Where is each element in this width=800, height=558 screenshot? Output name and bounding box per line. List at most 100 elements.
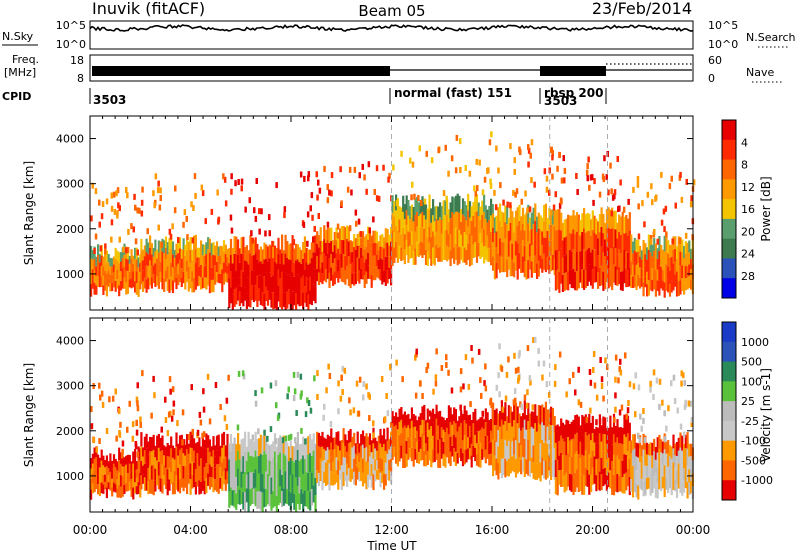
heatmap-cell xyxy=(668,456,672,467)
scatter-echo xyxy=(479,377,482,384)
heatmap-cell xyxy=(481,417,484,428)
heatmap-cell xyxy=(286,457,289,474)
heatmap-cell xyxy=(339,241,342,254)
scatter-echo xyxy=(380,376,384,382)
heatmap-cell xyxy=(201,255,204,267)
scatter-echo xyxy=(690,195,693,202)
heatmap-cell xyxy=(130,268,133,279)
heatmap-cell xyxy=(539,462,542,482)
heatmap-cell xyxy=(317,459,321,473)
heatmap-cell xyxy=(391,447,394,460)
heatmap-cell xyxy=(123,254,126,267)
heatmap-cell xyxy=(386,453,389,467)
heatmap-cell xyxy=(672,476,675,490)
heatmap-cell xyxy=(410,231,413,245)
heatmap-cell xyxy=(563,273,566,291)
scatter-echo xyxy=(512,399,516,406)
heatmap-cell xyxy=(426,408,429,423)
scatter-echo xyxy=(315,171,318,178)
heatmap-cell xyxy=(683,443,686,457)
heatmap-cell xyxy=(317,472,321,487)
heatmap-cell xyxy=(567,453,570,471)
heatmap-cell xyxy=(567,233,570,253)
heatmap-cell xyxy=(210,267,213,280)
heatmap-cell xyxy=(665,264,668,278)
heatmap-cell xyxy=(600,207,603,227)
heatmap-cell xyxy=(187,463,190,474)
heatmap-cell xyxy=(200,446,203,459)
scatter-echo xyxy=(558,202,562,209)
heatmap-cell xyxy=(300,473,303,489)
heatmap-cell xyxy=(233,490,236,508)
heatmap-cell xyxy=(242,271,245,289)
heatmap-cell xyxy=(575,251,579,271)
heatmap-cell xyxy=(118,485,121,498)
heatmap-cell xyxy=(140,272,143,285)
heatmap-cell xyxy=(523,261,526,278)
heatmap-cell xyxy=(502,424,505,442)
heatmap-cell xyxy=(468,448,472,460)
heatmap-cell xyxy=(277,454,280,472)
heatmap-cell xyxy=(126,454,130,464)
heatmap-cell xyxy=(472,244,475,258)
heatmap-cell xyxy=(423,241,426,255)
heatmap-cell xyxy=(340,452,343,466)
heatmap-cell xyxy=(171,280,175,294)
scatter-echo xyxy=(325,387,328,394)
heatmap-cell xyxy=(539,228,542,242)
heatmap-cell xyxy=(335,252,338,266)
heatmap-cell xyxy=(157,240,160,253)
scatter-echo xyxy=(169,388,172,395)
heatmap-cell xyxy=(154,251,157,264)
heatmap-cell xyxy=(463,201,466,217)
heatmap-cell xyxy=(474,421,477,435)
heatmap-cell xyxy=(670,470,673,483)
heatmap-cell xyxy=(486,447,489,459)
heatmap-cell xyxy=(561,422,564,439)
heatmap-cell xyxy=(492,213,495,228)
scatter-echo xyxy=(322,414,325,421)
scatter-echo xyxy=(454,167,458,174)
scatter-echo xyxy=(202,406,206,413)
scatter-echo xyxy=(589,407,592,414)
scatter-echo xyxy=(513,388,517,395)
heatmap-cell xyxy=(597,458,600,475)
heatmap-cell xyxy=(354,474,357,486)
time-tick-label: 04:00 xyxy=(173,523,208,537)
heatmap-cell xyxy=(166,266,169,279)
scatter-echo xyxy=(499,182,502,189)
heatmap-cell xyxy=(249,489,252,506)
heatmap-cell xyxy=(546,460,549,479)
heatmap-cell xyxy=(184,444,187,456)
heatmap-cell xyxy=(516,406,519,424)
heatmap-cell xyxy=(194,443,197,456)
heatmap-cell xyxy=(686,242,689,255)
scatter-echo xyxy=(484,363,487,370)
heatmap-cell xyxy=(237,433,240,451)
scatter-echo xyxy=(216,435,219,442)
heatmap-cell xyxy=(684,434,687,449)
date-label: 23/Feb/2014 xyxy=(592,0,692,18)
heatmap-cell xyxy=(142,465,145,475)
heatmap-cell xyxy=(621,444,624,461)
heatmap-cell xyxy=(433,236,436,251)
heatmap-cell xyxy=(229,433,233,452)
heatmap-cell xyxy=(554,477,557,495)
heatmap-cell xyxy=(189,447,192,464)
heatmap-cell xyxy=(330,456,333,471)
heatmap-cell xyxy=(402,227,405,244)
heatmap-cell xyxy=(511,441,514,457)
heatmap-cell xyxy=(217,246,220,256)
heatmap-cell xyxy=(353,246,356,260)
scatter-echo xyxy=(90,423,94,430)
heatmap-cell xyxy=(654,256,657,271)
heatmap-cell xyxy=(472,445,475,457)
heatmap-cell xyxy=(588,230,591,248)
heatmap-cell xyxy=(614,266,617,286)
heatmap-cell xyxy=(90,458,93,469)
scatter-echo xyxy=(284,435,288,442)
heatmap-cell xyxy=(465,436,468,450)
heatmap-cell xyxy=(305,489,308,507)
heatmap-cell xyxy=(342,254,345,269)
scatter-echo xyxy=(577,366,580,373)
